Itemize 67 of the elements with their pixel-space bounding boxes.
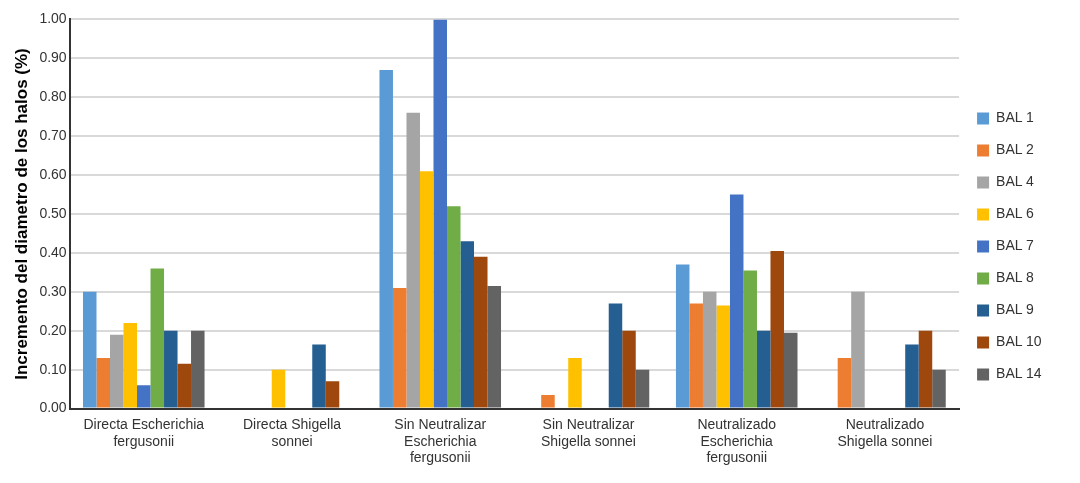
y-tick-label: 0.00 [39,399,67,416]
legend-label: BAL 2 [996,141,1034,158]
bar [137,385,151,408]
y-tick-label: 0.50 [39,204,67,221]
bar [447,206,461,408]
bar [837,358,852,408]
bar [96,358,110,408]
y-tick-label: 0.70 [39,127,67,144]
bar [150,268,165,408]
bar [271,369,286,408]
x-tick-label: Sin Neutralizar Escherichia fergusonii [394,415,487,466]
legend-label: BAL 8 [996,269,1034,286]
bar [905,344,919,408]
bar [487,286,502,408]
bar [689,303,703,408]
legend-label: BAL 1 [996,109,1034,126]
bar [608,303,623,408]
bar [460,241,475,408]
y-tick-label: 1.00 [39,10,67,27]
legend-label: BAL 4 [996,173,1034,190]
bar [110,334,124,408]
y-tick-label: 0.20 [39,321,67,338]
bar [756,330,771,408]
x-tick-label: Sin Neutralizar Shigella sonnei [541,415,636,449]
bar [622,330,636,408]
legend-label: BAL 10 [996,333,1042,350]
legend-label: BAL 7 [996,237,1034,254]
bar [675,264,690,408]
y-axis-title: Incremento del diametro de los halos (%) [11,48,31,380]
x-tick-label: Neutralizado Escherichia fergusonii [697,415,777,466]
legend-label: BAL 14 [996,365,1042,382]
y-tick-label: 0.30 [39,282,67,299]
bar [851,291,865,408]
bar [325,381,340,408]
x-tick-label: Directa Escherichia fergusonii [83,415,205,449]
y-tick-label: 0.80 [39,88,67,105]
bar [783,332,798,408]
bar [702,291,717,408]
bar [419,171,434,408]
bar [123,322,138,408]
bar [379,70,393,408]
x-tick-label: Neutralizado Shigella sonnei [837,415,933,449]
y-tick-label: 0.90 [39,49,67,66]
bar [716,305,730,408]
y-tick-label: 0.10 [39,360,67,377]
legend-label: BAL 6 [996,205,1034,222]
bar [406,112,420,408]
bar [433,19,447,408]
bar [932,369,946,408]
bar [541,394,555,408]
bar [568,358,582,408]
y-tick-label: 0.40 [39,243,67,260]
bar [177,363,192,408]
bar [164,330,178,408]
bar [743,270,757,408]
bar [770,250,784,408]
bar [474,256,488,408]
legend-label: BAL 9 [996,301,1034,318]
bar [191,330,205,408]
bar [312,344,326,408]
bar [635,369,650,408]
y-tick-label: 0.60 [39,165,67,182]
x-tick-label: Directa Shigella sonnei [242,415,342,449]
bar [392,287,407,408]
bar [729,194,744,408]
bar [918,330,933,408]
bar [82,291,97,408]
